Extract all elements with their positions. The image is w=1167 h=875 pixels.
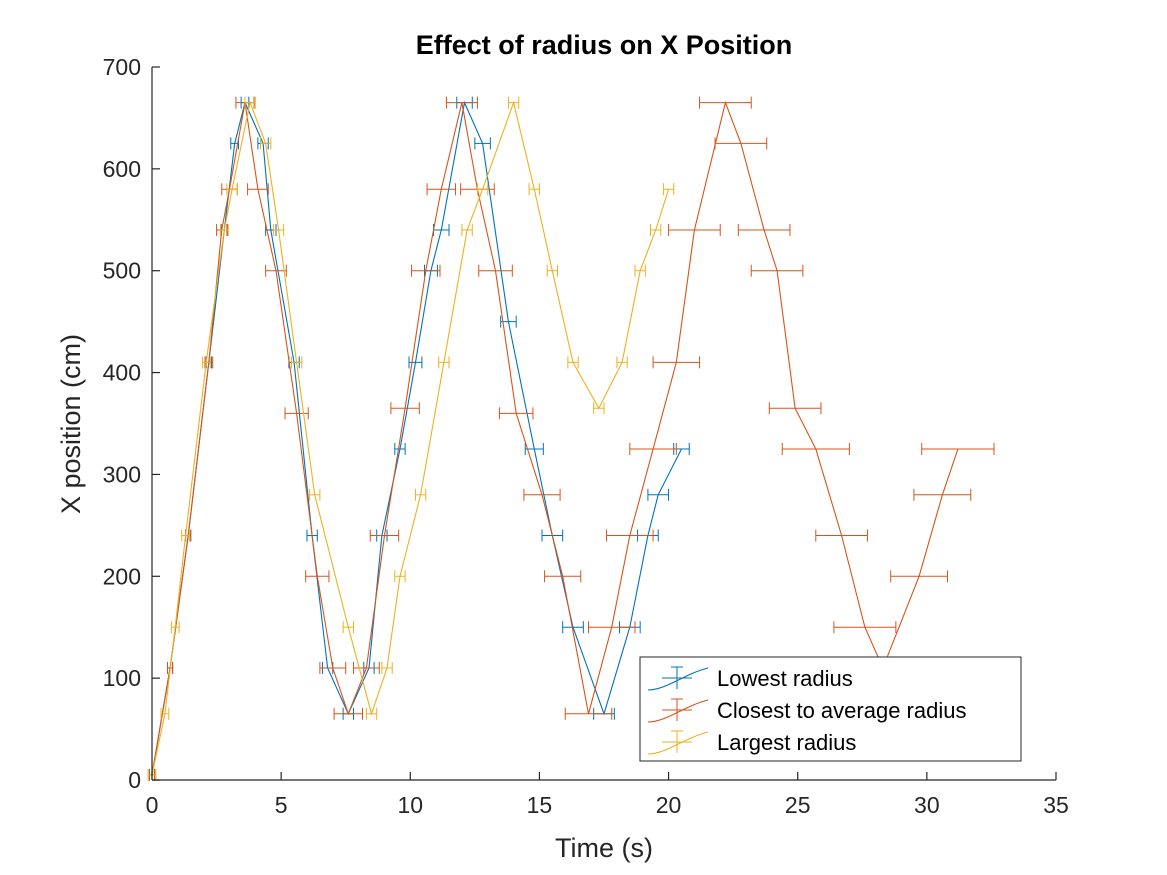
- axes-box: [151, 67, 1056, 781]
- y-tick-label: 200: [103, 563, 141, 589]
- series-layer: [147, 96, 995, 781]
- legend-entry: Largest radius: [647, 730, 856, 755]
- y-axis-label: X position (cm): [56, 334, 86, 514]
- legend-entry: Closest to average radius: [647, 698, 966, 723]
- chart-title: Effect of radius on X Position: [416, 30, 793, 60]
- x-ticks: 0 5 10 15 20 25 30 35: [146, 772, 1069, 818]
- x-tick-label: 5: [275, 792, 288, 818]
- y-ticks: 0 100 200 300 400 500 600 700: [103, 54, 160, 793]
- legend-swatch: [647, 699, 709, 723]
- y-tick-label: 100: [103, 665, 141, 691]
- legend: Lowest radius Closest to average radius La…: [639, 656, 1022, 762]
- x-tick-label: 30: [914, 792, 940, 818]
- x-tick-label: 0: [146, 792, 159, 818]
- legend-box: [639, 656, 1022, 762]
- legend-swatch: [647, 667, 709, 691]
- x-tick-label: 35: [1043, 792, 1069, 818]
- y-tick-label: 400: [103, 360, 141, 386]
- x-tick-label: 25: [785, 792, 811, 818]
- series-line: [151, 100, 959, 775]
- x-tick-label: 10: [397, 792, 423, 818]
- series-line: [151, 100, 670, 776]
- y-tick-label: 700: [103, 54, 141, 80]
- x-tick-label: 20: [656, 792, 682, 818]
- legend-label: Closest to average radius: [717, 698, 966, 723]
- x-tick-label: 15: [527, 792, 553, 818]
- y-tick-label: 0: [128, 767, 141, 793]
- y-tick-label: 500: [103, 258, 141, 284]
- legend-label: Lowest radius: [717, 666, 853, 691]
- legend-entry: Lowest radius: [647, 666, 853, 691]
- series-line: [151, 100, 682, 775]
- series-3: [147, 96, 675, 781]
- x-axis-label: Time (s): [555, 833, 653, 863]
- legend-entries: Lowest radius Closest to average radius La…: [647, 666, 966, 755]
- legend-swatch: [647, 731, 709, 755]
- y-tick-label: 600: [103, 156, 141, 182]
- y-tick-label: 300: [103, 461, 141, 487]
- legend-label: Largest radius: [717, 730, 856, 755]
